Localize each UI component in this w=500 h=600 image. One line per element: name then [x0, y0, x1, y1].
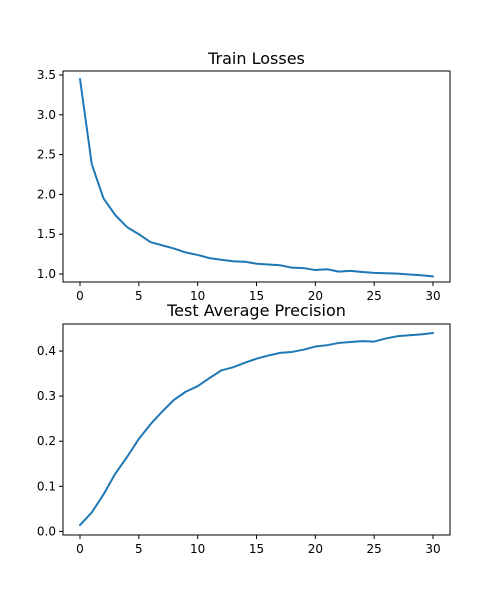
y-tick-label: 3.5: [37, 68, 56, 82]
x-tick-label: 10: [190, 289, 205, 303]
series-line: [79, 332, 434, 527]
x-tick-label: 25: [367, 289, 382, 303]
y-tick-label: 0.1: [37, 479, 56, 493]
y-tick-label: 1.5: [37, 227, 56, 241]
x-tick-label: 0: [76, 289, 84, 303]
x-tick-label: 5: [135, 289, 143, 303]
x-tick-label: 20: [308, 542, 323, 556]
plot-frame: [62, 70, 451, 283]
x-tick-label: 30: [425, 289, 440, 303]
x-tick-label: 10: [190, 542, 205, 556]
plot-frame: [62, 323, 451, 536]
y-tick-label: 0.3: [37, 389, 56, 403]
y-tick-label: 2.0: [37, 187, 56, 201]
y-tick-label: 2.5: [37, 148, 56, 162]
x-tick-label: 30: [425, 542, 440, 556]
y-tick-label: 0.4: [37, 344, 56, 358]
chart-panel-2: Test Average Precision 0 5 10 15 20 25 30 0.0 0.1…: [37, 301, 451, 556]
y-tick-label: 0.0: [37, 524, 56, 538]
chart-title: Test Average Precision: [166, 301, 346, 320]
x-tick-label: 15: [249, 289, 264, 303]
x-tick-label: 25: [367, 542, 382, 556]
x-tick-label: 20: [308, 289, 323, 303]
chart-title: Train Losses: [207, 49, 305, 68]
y-tick-label: 1.0: [37, 267, 56, 281]
y-tick-label: 3.0: [37, 108, 56, 122]
x-tick-label: 15: [249, 542, 264, 556]
series-line: [79, 77, 434, 278]
chart-panel-1: Train Losses 0 5 10 15 20 25 30 1.0 1.5 2.0 2.5 3.0 3…: [37, 49, 451, 303]
y-tick-label: 0.2: [37, 434, 56, 448]
x-tick-label: 5: [135, 542, 143, 556]
x-tick-label: 0: [76, 542, 84, 556]
